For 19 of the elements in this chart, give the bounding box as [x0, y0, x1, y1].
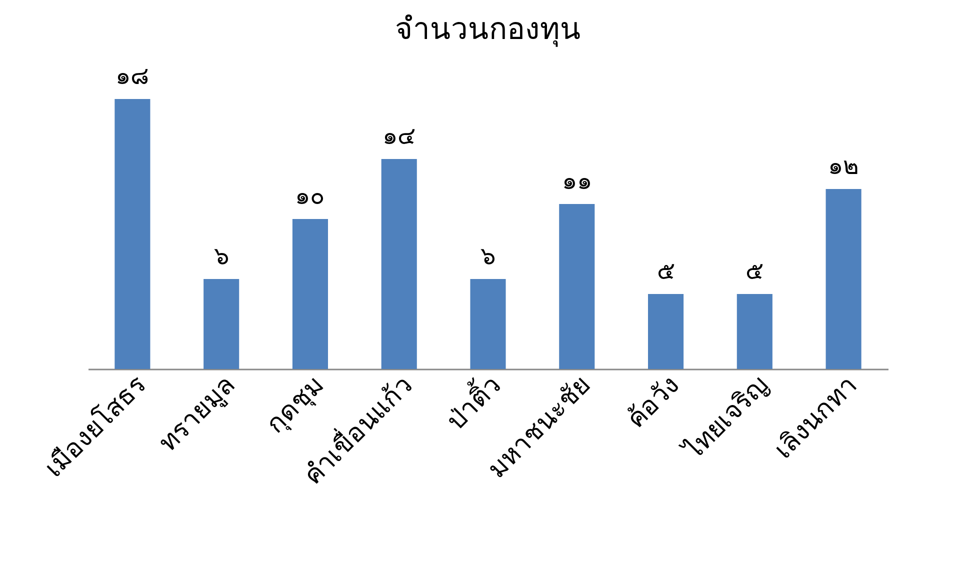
- data-label: ๖: [480, 242, 496, 270]
- data-label: ๑๔: [382, 122, 416, 150]
- bar: [470, 279, 506, 369]
- bar: [292, 219, 328, 369]
- data-label: ๑๐: [295, 182, 326, 210]
- bar: [559, 204, 595, 369]
- bar: [114, 99, 150, 369]
- bar: [736, 294, 772, 369]
- chart-title: จำนวนกองทุน: [395, 12, 581, 48]
- data-label: ๕: [746, 257, 764, 285]
- bar: [826, 189, 862, 369]
- data-label: ๑๘: [115, 62, 150, 90]
- data-label: ๖: [214, 242, 229, 270]
- bar: [204, 279, 240, 369]
- data-label: ๕: [656, 257, 675, 285]
- data-label: ๑๑: [562, 167, 592, 195]
- bar: [381, 159, 417, 369]
- bar: [648, 294, 684, 369]
- data-label: ๑๒: [828, 152, 860, 180]
